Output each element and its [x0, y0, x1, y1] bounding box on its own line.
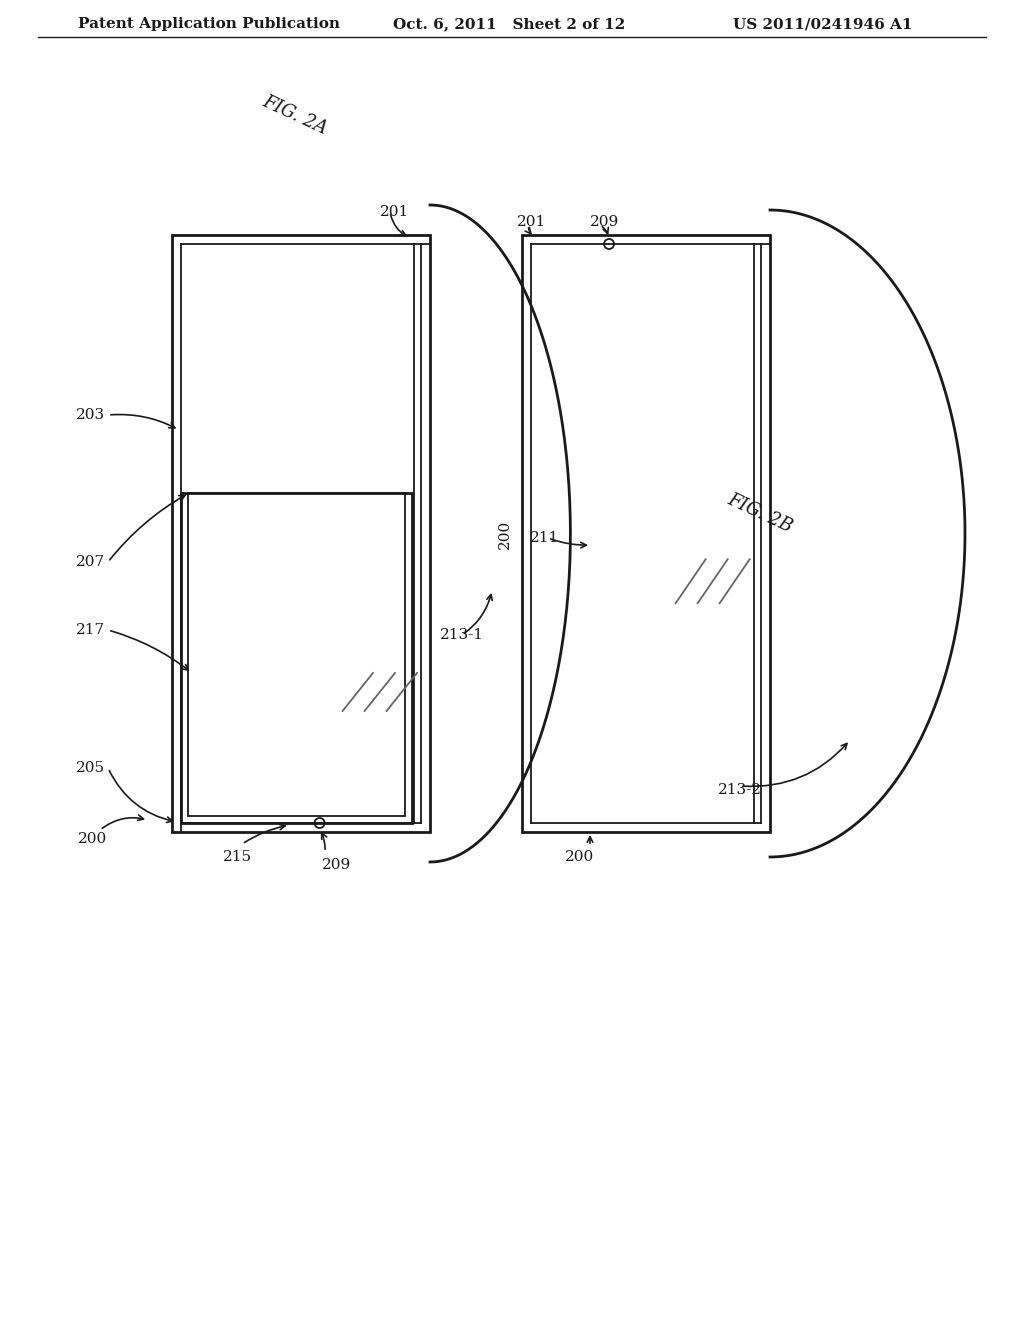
Bar — [522, 235, 770, 832]
Text: 201: 201 — [380, 205, 410, 219]
Text: US 2011/0241946 A1: US 2011/0241946 A1 — [733, 17, 912, 30]
Text: 209: 209 — [322, 858, 351, 873]
Text: 201: 201 — [517, 215, 546, 228]
Text: 200: 200 — [565, 850, 594, 865]
Text: 213-1: 213-1 — [440, 628, 484, 642]
Text: Patent Application Publication: Patent Application Publication — [78, 17, 340, 30]
Text: 200: 200 — [78, 832, 108, 846]
Text: 209: 209 — [590, 215, 620, 228]
Text: 205: 205 — [76, 762, 105, 775]
Bar — [188, 492, 406, 816]
Text: 211: 211 — [530, 531, 559, 545]
Text: 217: 217 — [76, 623, 105, 638]
Text: 203: 203 — [76, 408, 105, 422]
Text: FIG. 2B: FIG. 2B — [725, 490, 796, 536]
Text: 215: 215 — [223, 850, 253, 865]
Text: 207: 207 — [76, 554, 105, 569]
Bar — [172, 235, 430, 832]
Text: FIG. 2A: FIG. 2A — [260, 92, 331, 137]
Text: Oct. 6, 2011   Sheet 2 of 12: Oct. 6, 2011 Sheet 2 of 12 — [393, 17, 626, 30]
Bar — [181, 492, 412, 822]
Text: 200: 200 — [498, 519, 512, 549]
Text: 213-2: 213-2 — [718, 783, 762, 797]
